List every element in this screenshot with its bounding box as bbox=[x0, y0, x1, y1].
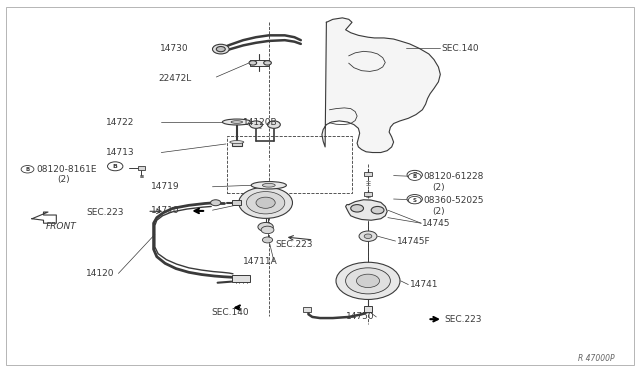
Text: (2): (2) bbox=[432, 207, 445, 216]
Text: 14719: 14719 bbox=[150, 182, 179, 191]
Text: B: B bbox=[412, 172, 417, 177]
Bar bbox=[250, 60, 269, 66]
Circle shape bbox=[250, 121, 262, 128]
Text: 14710: 14710 bbox=[150, 206, 179, 215]
Circle shape bbox=[249, 61, 257, 65]
Ellipse shape bbox=[223, 119, 252, 125]
Circle shape bbox=[364, 234, 372, 238]
Bar bbox=[303, 307, 311, 312]
Text: (2): (2) bbox=[432, 183, 445, 192]
Text: B: B bbox=[26, 167, 29, 172]
Ellipse shape bbox=[230, 141, 244, 144]
Circle shape bbox=[262, 237, 273, 243]
Circle shape bbox=[408, 173, 421, 180]
Circle shape bbox=[258, 222, 273, 231]
Text: 14713: 14713 bbox=[106, 148, 134, 157]
Circle shape bbox=[21, 166, 34, 173]
Text: S: S bbox=[413, 198, 417, 203]
Circle shape bbox=[239, 187, 292, 218]
Circle shape bbox=[346, 268, 390, 294]
Circle shape bbox=[351, 205, 364, 212]
Circle shape bbox=[407, 195, 422, 203]
Text: B: B bbox=[413, 174, 417, 179]
Circle shape bbox=[261, 226, 274, 234]
Bar bbox=[232, 142, 242, 146]
Ellipse shape bbox=[231, 121, 243, 124]
Circle shape bbox=[108, 162, 123, 171]
Text: 08360-52025: 08360-52025 bbox=[424, 196, 484, 205]
Text: R 47000P: R 47000P bbox=[578, 355, 614, 363]
Bar bbox=[364, 192, 372, 196]
Text: 14750: 14750 bbox=[346, 312, 374, 321]
Circle shape bbox=[216, 46, 225, 52]
Text: 14730: 14730 bbox=[160, 44, 189, 53]
Text: SEC.223: SEC.223 bbox=[445, 315, 483, 324]
Polygon shape bbox=[32, 212, 56, 223]
Text: (2): (2) bbox=[58, 175, 70, 184]
Bar bbox=[364, 172, 372, 176]
Bar bbox=[227, 136, 352, 193]
Bar bbox=[232, 200, 241, 205]
Text: 14120B: 14120B bbox=[243, 118, 278, 127]
Text: B: B bbox=[113, 164, 118, 169]
Text: S: S bbox=[412, 196, 417, 202]
Text: 14745: 14745 bbox=[422, 219, 451, 228]
Text: SEC.223: SEC.223 bbox=[275, 240, 313, 249]
Circle shape bbox=[211, 200, 221, 206]
Circle shape bbox=[359, 231, 377, 241]
Circle shape bbox=[268, 121, 280, 128]
Polygon shape bbox=[322, 18, 440, 153]
Circle shape bbox=[371, 206, 384, 214]
Text: SEC.223: SEC.223 bbox=[86, 208, 124, 217]
Text: 08120-8161E: 08120-8161E bbox=[36, 165, 97, 174]
Circle shape bbox=[212, 44, 229, 54]
Circle shape bbox=[264, 61, 271, 65]
Text: SEC.140: SEC.140 bbox=[442, 44, 479, 53]
Text: 14711A: 14711A bbox=[243, 257, 278, 266]
Text: 14120: 14120 bbox=[86, 269, 115, 278]
Text: 22472L: 22472L bbox=[159, 74, 192, 83]
Circle shape bbox=[336, 262, 400, 299]
Circle shape bbox=[356, 274, 380, 288]
Ellipse shape bbox=[252, 182, 287, 189]
Circle shape bbox=[256, 197, 275, 208]
Bar bbox=[138, 166, 145, 170]
Circle shape bbox=[407, 170, 422, 179]
Bar bbox=[364, 306, 372, 312]
Ellipse shape bbox=[262, 183, 275, 187]
Text: 14741: 14741 bbox=[410, 280, 438, 289]
Text: FRONT: FRONT bbox=[46, 222, 77, 231]
Circle shape bbox=[246, 192, 285, 214]
Text: 08120-61228: 08120-61228 bbox=[424, 172, 484, 181]
Polygon shape bbox=[346, 200, 387, 220]
Text: 14722: 14722 bbox=[106, 118, 134, 127]
Circle shape bbox=[408, 196, 421, 204]
Text: 14745F: 14745F bbox=[397, 237, 431, 246]
Bar bbox=[232, 275, 250, 282]
Text: SEC.140: SEC.140 bbox=[211, 308, 249, 317]
